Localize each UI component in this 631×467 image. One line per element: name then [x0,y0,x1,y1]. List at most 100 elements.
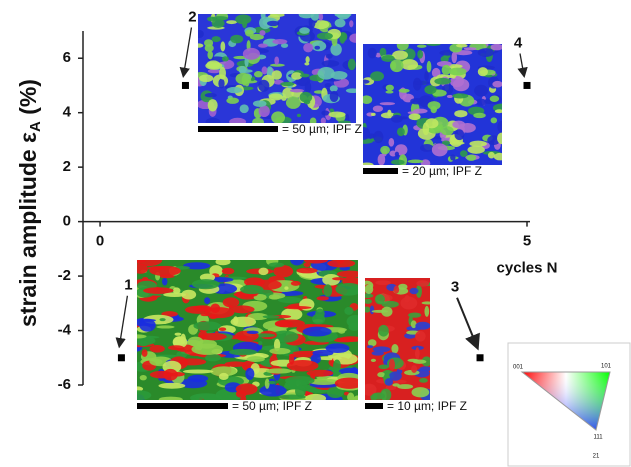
grain [268,262,284,267]
grain [365,285,374,295]
grain [372,392,385,399]
grain [335,283,362,296]
x-tick-label: 0 [96,233,104,250]
arrow [119,296,127,346]
y-tick-label: 4 [63,104,72,121]
grain [434,78,451,85]
grain [467,146,484,154]
grain [373,131,383,143]
grain [259,30,265,36]
grain [401,59,418,70]
grain [229,118,246,126]
grain [160,318,166,321]
grain [349,33,361,42]
grain [212,19,225,28]
grain [390,59,404,72]
grain [497,133,507,145]
grain [375,280,391,285]
grain [404,295,409,303]
y-tick-label: -2 [58,267,71,284]
grain [125,390,151,400]
grain [305,56,309,63]
grain [424,306,429,317]
grain [432,143,448,156]
grain [156,325,174,328]
grain [263,315,280,318]
grain [205,307,235,318]
grain [150,345,165,353]
grain [371,359,376,362]
grain [441,126,454,135]
grain [215,258,230,265]
point [477,354,484,361]
grain [382,301,399,308]
grain [247,356,265,362]
grain [422,301,434,304]
grain [274,56,279,64]
grain [280,82,294,86]
y-label-main: strain amplitude ε [15,132,41,327]
scale-bar [137,403,228,409]
grain [193,43,203,47]
grain [332,277,345,280]
grain [223,297,239,307]
grain [219,327,226,331]
inset-label: 101 [601,364,612,370]
y-tick-label: 2 [63,158,71,175]
grain [236,73,252,85]
grain [360,293,373,298]
grain [204,297,210,304]
grain [188,375,209,382]
grain [381,55,394,62]
grain [270,13,285,17]
grain [230,35,243,44]
grain [333,359,341,371]
grain [205,93,217,97]
grain [269,294,281,299]
scale-caption: = 50 µm; IPF Z [282,122,362,136]
point [182,82,189,89]
grain [207,60,220,68]
grain [328,111,345,117]
x-axis-label: cycles N [497,260,558,277]
y-axis-label: strain amplitude εA (%) [15,79,44,327]
grain [364,299,372,304]
point-label: 2 [188,8,196,25]
grain [303,327,332,337]
grain [247,331,259,334]
grain [336,8,350,19]
grain [413,109,427,114]
grain [368,48,377,59]
grain [398,284,408,290]
point [524,82,531,89]
grain [304,99,310,104]
inset-label: 001 [513,365,524,371]
grain [149,266,180,276]
y-tick-label: -4 [58,322,72,339]
grain [409,113,421,120]
grain [290,89,304,93]
grain [399,116,408,119]
grain [195,395,205,401]
grain [158,383,185,389]
grain [296,268,317,274]
grain [318,67,335,80]
scale-caption: = 50 µm; IPF Z [232,399,312,413]
grain [380,102,395,105]
grain [287,360,319,371]
y-tick-label: -6 [58,376,71,393]
grain [464,47,477,50]
grain [367,345,373,348]
grain [488,152,495,159]
grain [391,344,398,353]
grain [346,88,359,93]
grain [245,368,254,380]
grain [239,69,253,73]
grain [412,387,430,397]
grain [285,376,315,385]
grain [397,127,405,136]
grain [452,121,465,129]
grain [252,118,264,126]
grain [378,325,388,337]
chart: = 50 µm; IPF Z= 50 µm; IPF Z= 10 µm; IPF… [0,0,631,467]
